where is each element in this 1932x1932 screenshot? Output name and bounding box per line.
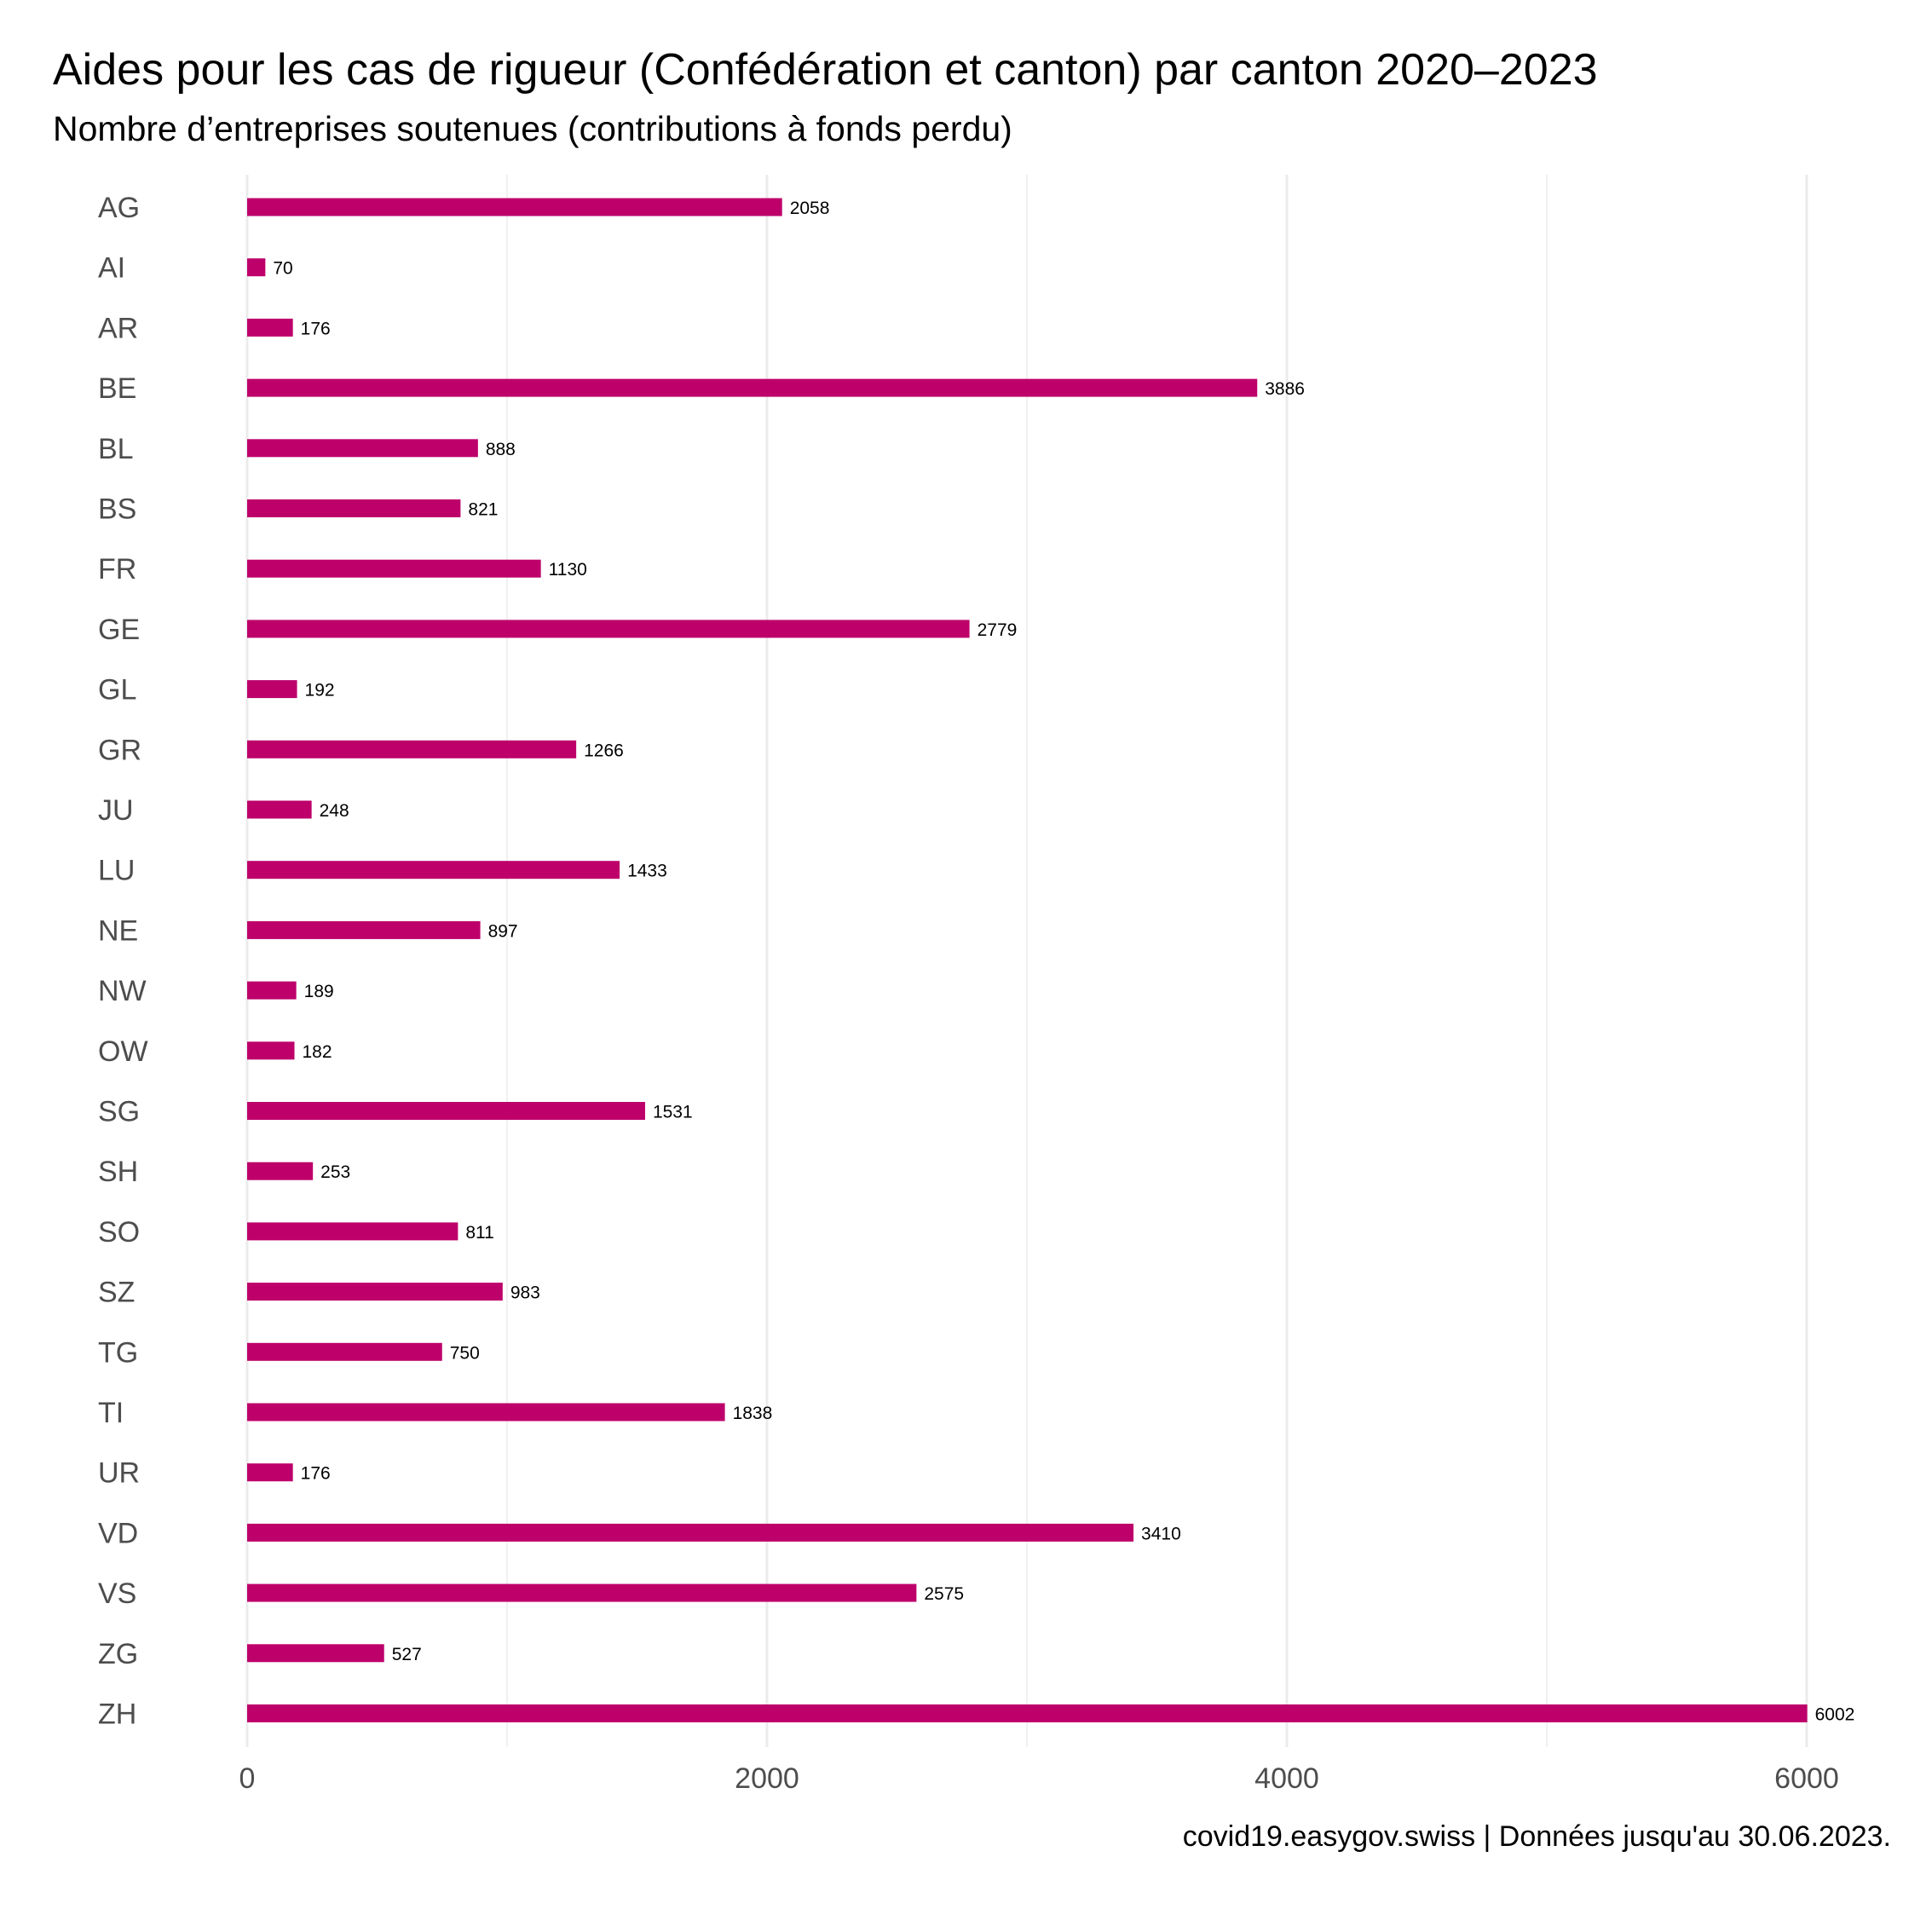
data-label: 189 [304,982,334,1001]
bar [247,1041,295,1060]
bar [247,620,970,638]
data-label: 750 [450,1343,480,1363]
data-label: 2575 [924,1584,964,1604]
bar [247,1403,725,1422]
y-tick-label: TG [98,1336,138,1369]
bar [247,680,297,699]
y-tick-label: FR [98,553,136,585]
data-label: 527 [392,1645,422,1664]
data-label: 3886 [1265,379,1305,399]
y-tick-label: LU [98,855,135,887]
y-tick-label: SO [98,1216,140,1249]
y-tick-label: ZG [98,1638,138,1670]
data-label: 2779 [978,620,1018,640]
data-label: 821 [468,500,498,520]
bar [247,258,266,277]
bar [247,439,478,458]
bar [247,1704,1808,1722]
y-tick-label: GR [98,734,141,766]
data-label: 2058 [790,199,830,218]
y-tick-label: AI [98,252,125,285]
data-label: 182 [303,1042,332,1062]
bar [247,559,541,578]
data-label: 811 [465,1223,493,1243]
y-tick-label: UR [98,1457,140,1490]
data-label: 248 [320,801,349,821]
chart-caption: covid19.easygov.swiss | Données jusqu'au… [1182,1820,1891,1853]
x-tick-label: 6000 [1774,1762,1839,1795]
y-tick-label: SZ [98,1277,135,1309]
bar [247,318,293,337]
data-label: 176 [301,1464,331,1484]
y-tick-label: NW [98,975,147,1007]
y-tick-label: VS [98,1577,136,1610]
bar [247,198,782,216]
y-tick-label: BE [98,372,136,405]
x-tick-label: 2000 [735,1762,799,1795]
bar [247,800,312,819]
y-tick-label: TI [98,1397,124,1429]
data-label: 897 [488,921,518,941]
y-tick-label: BS [98,493,136,526]
data-label: 983 [510,1283,540,1303]
bar [247,1283,503,1301]
data-label: 192 [305,681,335,701]
bar [247,1463,293,1482]
data-label: 3410 [1141,1524,1181,1543]
data-label: 1838 [733,1404,773,1423]
data-label: 176 [301,319,331,338]
y-tick-label: BL [98,433,134,465]
y-tick-label: SG [98,1096,140,1128]
y-tick-label: ZH [98,1698,136,1731]
y-tick-label: AG [98,192,140,224]
bar [247,861,620,879]
bar [247,1583,917,1602]
bar [247,1162,314,1180]
data-label: 1531 [653,1103,693,1122]
data-label: 6002 [1815,1705,1855,1725]
bar [247,920,481,939]
data-label: 888 [486,440,516,459]
data-label: 1266 [584,741,624,760]
bar [247,1342,442,1361]
x-tick-label: 4000 [1254,1762,1319,1795]
bar [247,378,1258,397]
y-tick-label: GL [98,674,136,706]
x-tick-label: 0 [239,1762,256,1795]
chart-subtitle: Nombre d’entreprises soutenues (contribu… [53,109,1012,148]
y-tick-label: NE [98,914,138,947]
y-tick-label: OW [98,1035,148,1068]
bar [247,1102,645,1120]
y-tick-label: SH [98,1156,138,1188]
data-label: 253 [320,1162,350,1182]
bar [247,740,577,758]
bar [247,499,461,517]
data-label: 1130 [549,560,587,580]
data-label: 1433 [627,862,667,881]
y-tick-label: JU [98,794,134,827]
bar [247,981,297,1000]
bar [247,1523,1134,1542]
bar [247,1222,458,1241]
bar [247,1644,384,1663]
y-tick-label: VD [98,1517,138,1549]
y-tick-label: GE [98,614,140,646]
data-label: 70 [273,259,292,279]
chart-title: Aides pour les cas de rigueur (Confédéra… [53,45,1598,95]
y-tick-label: AR [98,312,138,344]
